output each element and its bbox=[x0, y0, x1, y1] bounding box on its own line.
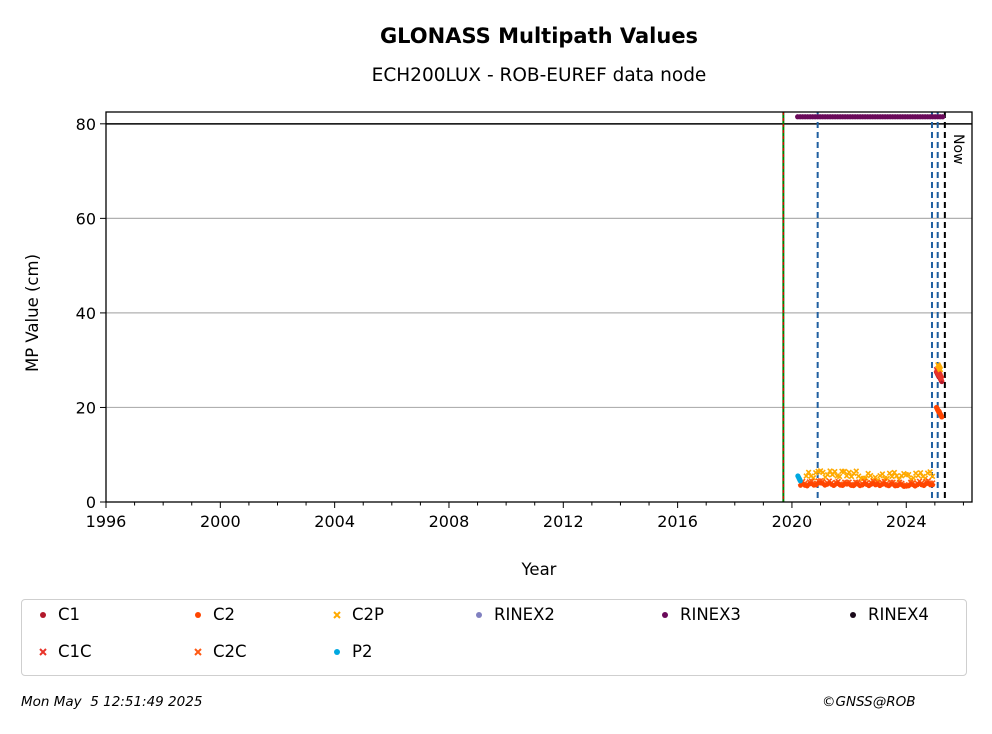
legend-marker bbox=[34, 643, 52, 661]
legend-marker bbox=[328, 643, 346, 661]
footer-timestamp: Mon May 5 12:51:49 2025 bbox=[21, 694, 203, 710]
data-point bbox=[841, 468, 848, 475]
data-point bbox=[843, 473, 850, 479]
data-point bbox=[917, 469, 924, 476]
legend-item-c2c: C2C bbox=[189, 642, 247, 661]
data-point bbox=[910, 475, 917, 481]
data-point bbox=[938, 376, 945, 382]
y-tick-label: 80 bbox=[76, 115, 96, 134]
y-tick-label: 20 bbox=[76, 398, 96, 417]
plot-frame bbox=[105, 111, 973, 503]
data-point bbox=[797, 478, 803, 484]
legend-marker bbox=[189, 643, 207, 661]
multipath-chart: GLONASS Multipath Values ECH200LUX - ROB… bbox=[23, 24, 973, 579]
y-tick-label: 40 bbox=[76, 304, 96, 323]
data-point bbox=[836, 473, 843, 480]
legend-marker bbox=[470, 606, 488, 624]
chart-title: GLONASS Multipath Values bbox=[380, 24, 698, 48]
data-point bbox=[879, 471, 886, 477]
legend-item-c2p: C2P bbox=[328, 605, 384, 624]
legend-item-p2: P2 bbox=[328, 642, 372, 661]
legend: C1 C2 C2P RINEX2 RINEX3 RINEX4 C1C C2C P2 bbox=[21, 599, 967, 676]
data-point bbox=[889, 473, 895, 480]
footer-credit: ©GNSS@ROB bbox=[822, 694, 916, 710]
legend-item-c1: C1 bbox=[34, 605, 80, 624]
data-point bbox=[893, 473, 900, 479]
data-point bbox=[831, 468, 838, 475]
legend-label: RINEX2 bbox=[494, 605, 555, 624]
legend-label: C2P bbox=[352, 605, 384, 624]
legend-label: RINEX4 bbox=[868, 605, 929, 624]
now-label: Now bbox=[950, 134, 966, 165]
data-point bbox=[939, 414, 945, 420]
data-point bbox=[853, 468, 860, 475]
x-axis-label: Year bbox=[521, 560, 557, 579]
legend-marker bbox=[34, 606, 52, 624]
x-tick-label: 2020 bbox=[772, 512, 813, 531]
data-point bbox=[846, 469, 852, 476]
legend-marker bbox=[328, 606, 346, 624]
x-tick-label: 2016 bbox=[657, 512, 698, 531]
y-axis-label: MP Value (cm) bbox=[23, 254, 42, 372]
data-point bbox=[929, 473, 936, 480]
legend-marker bbox=[656, 606, 674, 624]
data-point bbox=[905, 471, 912, 478]
legend-label: C1C bbox=[58, 642, 92, 661]
legend-marker bbox=[844, 606, 862, 624]
legend-label: C2 bbox=[213, 605, 236, 624]
data-point bbox=[824, 471, 831, 478]
data-point bbox=[803, 473, 810, 479]
x-tick-label: 2012 bbox=[543, 512, 584, 531]
data-point bbox=[940, 114, 946, 120]
y-tick-label: 60 bbox=[76, 209, 96, 228]
data-point bbox=[862, 475, 869, 481]
x-tick-label: 2024 bbox=[886, 512, 927, 531]
data-point bbox=[867, 472, 874, 479]
legend-label: RINEX3 bbox=[680, 605, 741, 624]
legend-item-rinex3: RINEX3 bbox=[656, 605, 741, 624]
x-tick-label: 2000 bbox=[200, 512, 241, 531]
legend-item-rinex2: RINEX2 bbox=[470, 605, 555, 624]
data-point bbox=[927, 468, 933, 475]
data-point bbox=[937, 366, 944, 373]
data-point bbox=[827, 468, 833, 474]
y-tick-label: 0 bbox=[86, 493, 96, 512]
data-point bbox=[805, 469, 812, 476]
x-tick-label: 1996 bbox=[86, 512, 127, 531]
legend-item-rinex4: RINEX4 bbox=[844, 605, 929, 624]
legend-label: C2C bbox=[213, 642, 247, 661]
legend-marker bbox=[189, 606, 207, 624]
legend-item-c1c: C1C bbox=[34, 642, 92, 661]
legend-item-c2: C2 bbox=[189, 605, 235, 624]
data-point bbox=[820, 469, 826, 476]
chart-subtitle: ECH200LUX - ROB-EUREF data node bbox=[372, 65, 707, 86]
x-tick-label: 2008 bbox=[429, 512, 470, 531]
data-point bbox=[810, 475, 817, 481]
legend-label: C1 bbox=[58, 605, 81, 624]
data-point bbox=[930, 482, 936, 488]
x-tick-label: 2004 bbox=[314, 512, 355, 531]
plot-area: Now 1996 2000 2004 2008 2012 2016 2020 2024 0 20 40… bbox=[76, 111, 973, 531]
legend-label: P2 bbox=[352, 642, 373, 661]
